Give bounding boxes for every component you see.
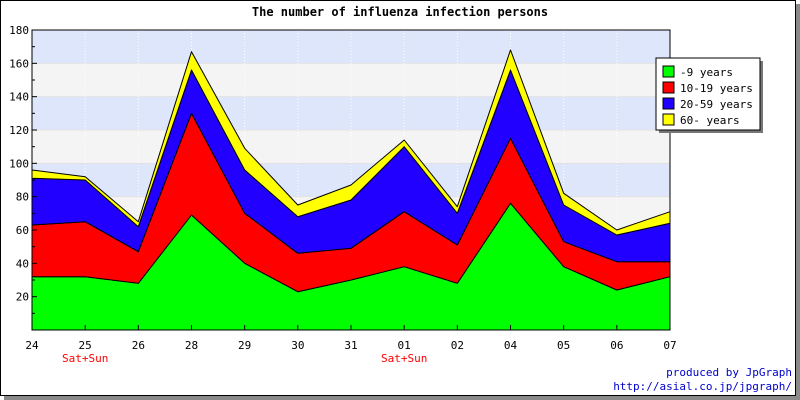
grid-band xyxy=(32,30,670,64)
x-tick-label: 28 xyxy=(185,339,198,352)
y-tick-label: 100 xyxy=(9,157,29,170)
area-series xyxy=(31,49,671,331)
credit-text: produced by JpGraph xyxy=(666,366,792,379)
legend-label: 10-19 years xyxy=(680,82,753,95)
y-tick-labels: 20 40 60 80 100 120 140 160 180 xyxy=(9,24,29,304)
y-tick-label: 160 xyxy=(9,57,29,70)
x-tick-label: 30 xyxy=(291,339,304,352)
x-tick-label: 31 xyxy=(344,339,357,352)
y-tick-label: 140 xyxy=(9,91,29,104)
x-tick-note: Sat+Sun xyxy=(381,352,427,365)
grid-band xyxy=(32,96,670,130)
legend-swatch xyxy=(662,97,675,110)
x-tick-label: 05 xyxy=(557,339,570,352)
x-tick-label: 25 xyxy=(79,339,92,352)
legend: -9 years 10-19 years 20-59 years 60- years xyxy=(655,57,763,133)
x-tick-label: 01 xyxy=(398,339,411,352)
y-tick-label: 60 xyxy=(16,224,29,237)
y-tick-label: 120 xyxy=(9,124,29,137)
x-tick-note: Sat+Sun xyxy=(62,352,108,365)
legend-swatch xyxy=(662,113,675,126)
x-tick-label: 04 xyxy=(504,339,518,352)
x-tick-label: 29 xyxy=(238,339,251,352)
y-tick-label: 20 xyxy=(16,291,29,304)
x-tick-label: 24 xyxy=(25,339,39,352)
legend-swatch xyxy=(662,65,675,78)
y-tick-label: 40 xyxy=(16,257,29,270)
legend-label: 20-59 years xyxy=(680,98,753,111)
chart-title: The number of influenza infection person… xyxy=(252,5,548,19)
grid-band xyxy=(32,63,670,97)
legend-label: 60- years xyxy=(680,114,740,127)
x-tick-label: 26 xyxy=(132,339,145,352)
y-tick-label: 80 xyxy=(16,191,29,204)
credit-url[interactable]: http://asial.co.jp/jpgraph/ xyxy=(613,380,792,393)
x-tick-label: 02 xyxy=(451,339,464,352)
y-tick-label: 180 xyxy=(9,24,29,37)
x-tick-label: 07 xyxy=(663,339,676,352)
axes xyxy=(31,29,671,331)
x-tick-label: 06 xyxy=(610,339,623,352)
legend-swatch xyxy=(662,81,675,94)
legend-label: -9 years xyxy=(680,66,733,79)
